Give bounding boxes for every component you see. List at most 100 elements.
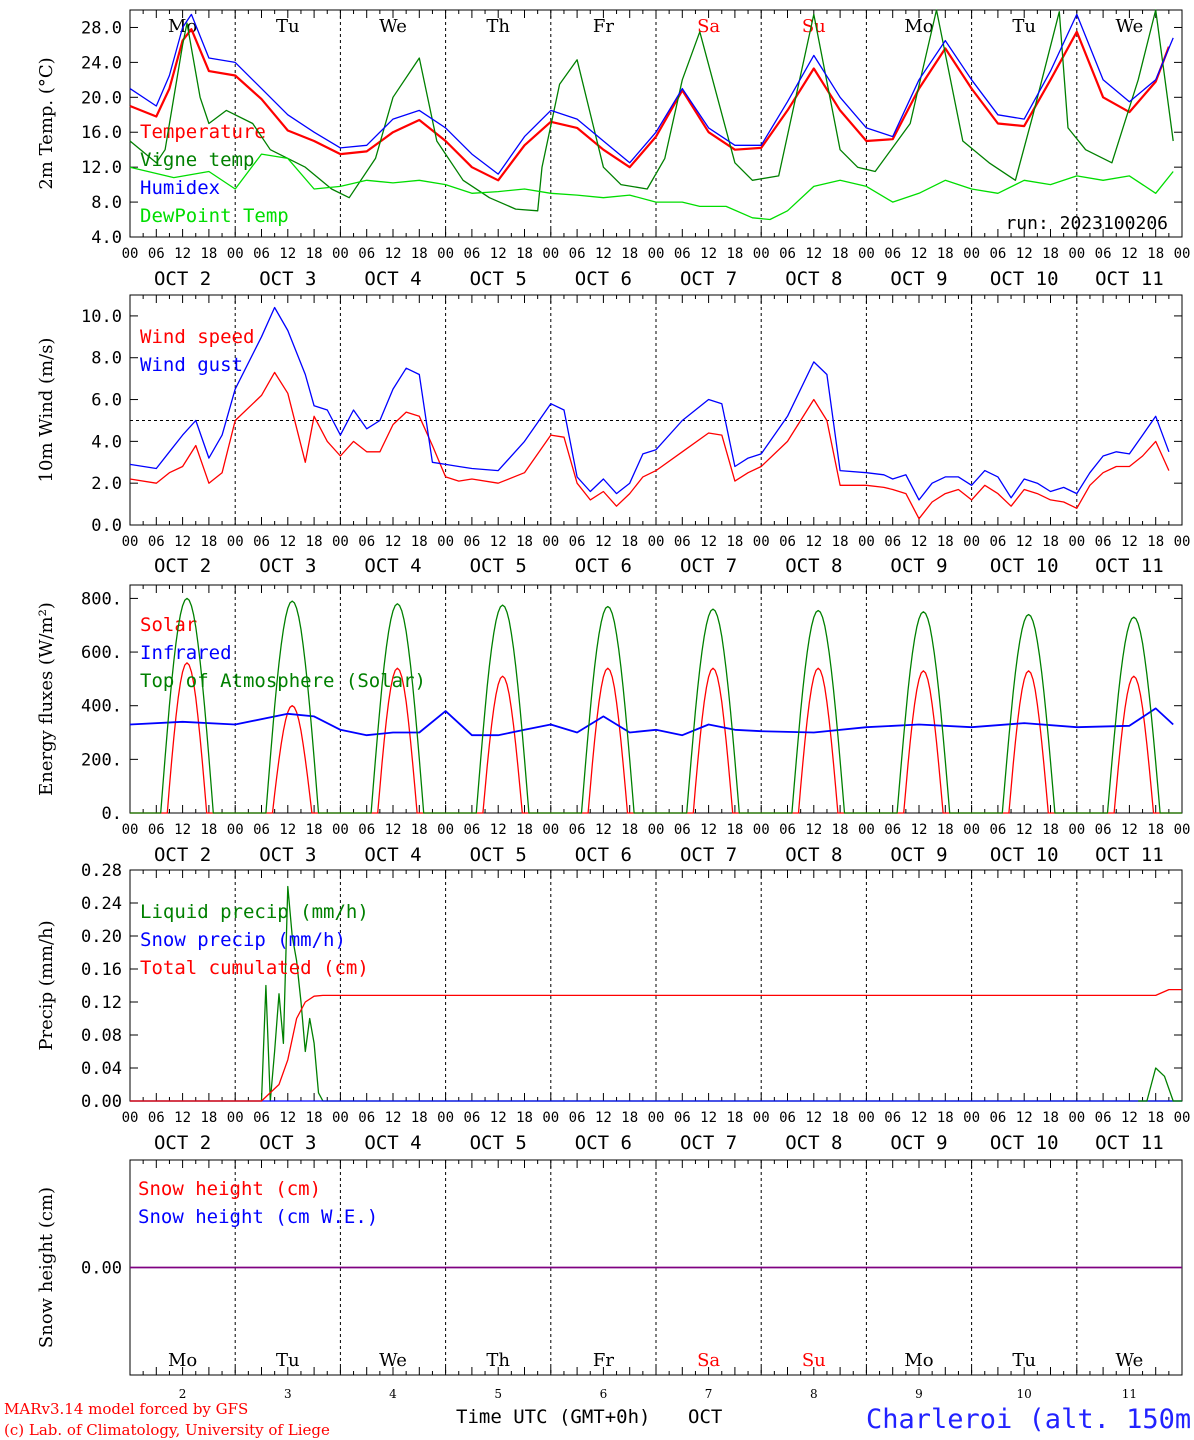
date-label: OCT 9 (890, 844, 947, 866)
hour-tick-label: 12 (1121, 534, 1138, 550)
hour-tick-label: 06 (674, 534, 691, 550)
date-label: OCT 3 (259, 1132, 316, 1154)
hour-tick-label: 00 (648, 246, 665, 262)
hour-tick-label: 00 (963, 246, 980, 262)
date-label: OCT 6 (575, 268, 632, 290)
hour-tick-label: 18 (832, 822, 849, 838)
hour-tick-label: 12 (1016, 822, 1033, 838)
hour-tick-label: 18 (832, 1110, 849, 1126)
day-number-label: 11 (1122, 1387, 1137, 1401)
date-label: OCT 8 (785, 268, 842, 290)
hour-tick-label: 12 (490, 534, 507, 550)
weekday-label: Tu (276, 16, 300, 37)
hour-tick-label: 12 (279, 246, 296, 262)
hour-tick-label: 18 (411, 1110, 428, 1126)
hour-tick-label: 06 (569, 246, 586, 262)
hour-tick-label: 18 (621, 246, 638, 262)
hour-tick-label: 18 (937, 534, 954, 550)
y-tick-label: 400. (81, 697, 122, 717)
hour-tick-label: 12 (490, 246, 507, 262)
weekday-label: We (1116, 1350, 1144, 1371)
y-tick-label: 0.20 (81, 927, 122, 947)
hour-tick-label: 00 (542, 534, 559, 550)
date-label: OCT 4 (364, 268, 421, 290)
hour-tick-label: 06 (674, 1110, 691, 1126)
date-label: OCT 4 (364, 1132, 421, 1154)
legend-series-solar: Solar (140, 614, 197, 636)
hour-tick-label: 12 (1016, 246, 1033, 262)
hour-tick-label: 18 (200, 1110, 217, 1126)
hour-tick-label: 06 (569, 1110, 586, 1126)
hour-tick-label: 18 (200, 822, 217, 838)
legend-series-liquid-precip-mm-h: Liquid precip (mm/h) (140, 901, 369, 923)
series-dewpoint-temp (129, 153, 1174, 221)
series-total-cumulated-cm (130, 988, 1182, 1102)
hour-tick-label: 18 (516, 534, 533, 550)
hour-tick-label: 12 (805, 822, 822, 838)
day-number-label: 8 (810, 1387, 818, 1401)
hour-tick-label: 18 (200, 534, 217, 550)
hour-tick-label: 12 (174, 822, 191, 838)
hour-tick-label: 12 (700, 534, 717, 550)
hour-tick-label: 00 (648, 822, 665, 838)
hour-tick-label: 12 (700, 246, 717, 262)
hour-tick-label: 00 (332, 822, 349, 838)
hour-tick-label: 00 (963, 1110, 980, 1126)
hour-tick-label: 00 (122, 1110, 139, 1126)
hour-tick-label: 18 (937, 822, 954, 838)
hour-tick-label: 00 (1068, 822, 1085, 838)
hour-tick-label: 12 (385, 822, 402, 838)
date-label: OCT 11 (1095, 844, 1164, 866)
hour-tick-label: 00 (648, 1110, 665, 1126)
hour-tick-label: 12 (490, 822, 507, 838)
hour-tick-label: 18 (937, 1110, 954, 1126)
hour-tick-label: 06 (884, 246, 901, 262)
hour-tick-label: 00 (648, 534, 665, 550)
hour-tick-label: 18 (726, 246, 743, 262)
hour-tick-label: 00 (1068, 534, 1085, 550)
day-number-label: 4 (389, 1387, 397, 1401)
series-vigne-temp (129, 9, 1174, 212)
hour-tick-label: 12 (174, 1110, 191, 1126)
date-label: OCT 10 (990, 1132, 1059, 1154)
hour-tick-label: 00 (753, 534, 770, 550)
hour-tick-label: 12 (595, 246, 612, 262)
date-label: OCT 9 (890, 268, 947, 290)
hour-tick-label: 18 (1042, 534, 1059, 550)
y-axis-label: Energy fluxes (W/m²) (36, 602, 57, 796)
hour-tick-label: 06 (463, 1110, 480, 1126)
hour-tick-label: 00 (437, 1110, 454, 1126)
legend-series-dewpoint-temp: DewPoint Temp (140, 205, 289, 227)
hour-tick-label: 00 (963, 822, 980, 838)
y-tick-label: 16.0 (81, 123, 122, 143)
hour-tick-label: 06 (253, 534, 270, 550)
hour-tick-label: 12 (174, 534, 191, 550)
hour-tick-label: 12 (911, 246, 928, 262)
hour-tick-label: 18 (1147, 246, 1164, 262)
hour-tick-label: 18 (1147, 822, 1164, 838)
weekday-label: Tu (1012, 16, 1036, 37)
hour-tick-label: 00 (1174, 534, 1191, 550)
weekday-label: We (379, 16, 407, 37)
day-number-label: 5 (494, 1387, 502, 1401)
day-number-label: 6 (600, 1387, 608, 1401)
hour-tick-label: 12 (1016, 1110, 1033, 1126)
date-label: OCT 10 (990, 268, 1059, 290)
weekday-label: Su (802, 1350, 826, 1371)
series-temperature (129, 28, 1170, 182)
hour-tick-label: 12 (700, 1110, 717, 1126)
hour-tick-label: 06 (148, 822, 165, 838)
y-tick-label: 800. (81, 589, 122, 609)
weekday-label: Tu (276, 1350, 300, 1371)
hour-tick-label: 06 (253, 822, 270, 838)
hour-tick-label: 06 (779, 1110, 796, 1126)
hour-tick-label: 06 (674, 822, 691, 838)
hour-tick-label: 18 (1042, 822, 1059, 838)
day-number-label: 2 (179, 1387, 187, 1401)
y-tick-label: 0.04 (81, 1059, 122, 1079)
y-tick-label: 24.0 (81, 53, 122, 73)
hour-tick-label: 00 (227, 822, 244, 838)
date-label: OCT 7 (680, 1132, 737, 1154)
date-label: OCT 6 (575, 1132, 632, 1154)
date-label: OCT 11 (1095, 268, 1164, 290)
